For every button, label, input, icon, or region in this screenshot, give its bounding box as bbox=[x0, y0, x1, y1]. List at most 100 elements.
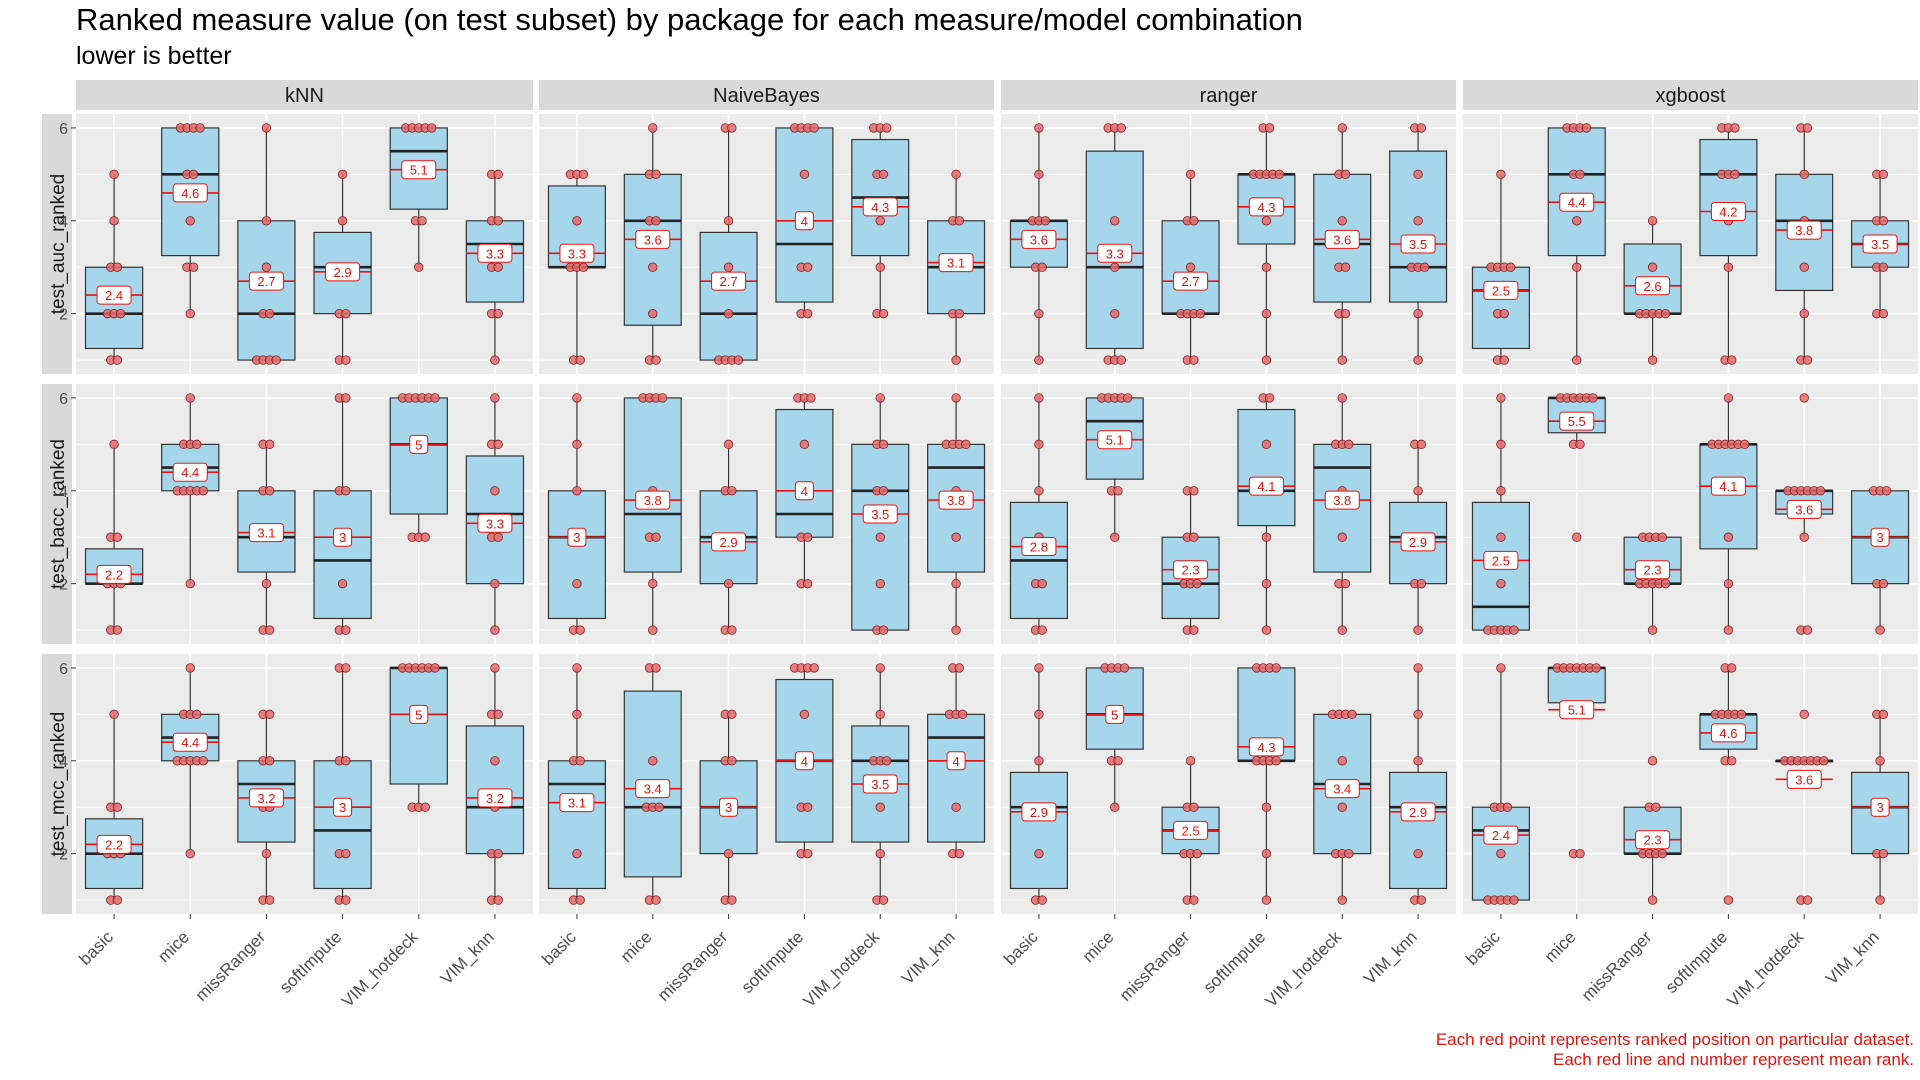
data-point bbox=[1878, 848, 1889, 859]
data-point bbox=[1875, 895, 1885, 905]
mean-label-box bbox=[96, 834, 132, 854]
data-point bbox=[1189, 802, 1199, 812]
data-point bbox=[723, 848, 734, 859]
data-point bbox=[1730, 123, 1740, 133]
data-point bbox=[1261, 895, 1272, 905]
data-point bbox=[727, 756, 737, 766]
box-VIM_hotdeck: 3.8 bbox=[1313, 393, 1372, 635]
data-point bbox=[188, 262, 199, 272]
mean-label-box bbox=[1635, 830, 1671, 850]
box-rect bbox=[547, 760, 606, 890]
mean-label: 4.3 bbox=[871, 200, 889, 215]
mean-label-box bbox=[1021, 802, 1057, 822]
box-VIM_knn: 3.8 bbox=[927, 393, 986, 635]
mean-label: 3.1 bbox=[947, 256, 965, 271]
data-point bbox=[1337, 756, 1347, 766]
data-point bbox=[1572, 216, 1582, 226]
mean-label: 5.1 bbox=[410, 163, 428, 178]
data-point bbox=[1647, 756, 1658, 766]
x-tick-label: basic bbox=[1462, 927, 1504, 969]
data-point bbox=[1413, 486, 1423, 496]
data-point bbox=[951, 532, 961, 542]
column-strip bbox=[539, 80, 994, 110]
mean-label-box bbox=[635, 779, 671, 799]
data-point bbox=[1647, 895, 1658, 905]
mean-label-box bbox=[1483, 550, 1519, 570]
mean-label-box bbox=[96, 564, 132, 584]
box-mice: 5.1 bbox=[1547, 663, 1606, 859]
data-point bbox=[188, 169, 199, 180]
data-point bbox=[261, 123, 272, 133]
data-point bbox=[417, 216, 427, 226]
data-point bbox=[1189, 895, 1199, 905]
data-point bbox=[727, 895, 737, 905]
data-point bbox=[875, 709, 885, 720]
data-point bbox=[414, 262, 424, 272]
box-missRanger: 2.7 bbox=[699, 123, 758, 365]
mean-label: 5 bbox=[415, 437, 422, 452]
mean-label-box bbox=[1483, 280, 1519, 300]
panel-background bbox=[76, 654, 533, 914]
row-strip bbox=[42, 384, 72, 644]
data-point bbox=[572, 578, 582, 589]
box-missRanger: 3 bbox=[699, 709, 758, 905]
box-rect bbox=[1471, 266, 1530, 350]
mean-label: 3 bbox=[339, 800, 346, 815]
box-missRanger: 3.1 bbox=[237, 439, 296, 635]
data-point bbox=[951, 625, 961, 635]
data-point bbox=[271, 355, 281, 365]
mean-label-box bbox=[477, 513, 513, 533]
box-rect bbox=[84, 266, 144, 350]
data-point bbox=[878, 308, 889, 319]
mean-label-box bbox=[1870, 797, 1890, 817]
data-point bbox=[109, 439, 119, 450]
box-VIM_hotdeck: 3.4 bbox=[1313, 709, 1372, 905]
box-rect bbox=[313, 760, 372, 890]
data-point bbox=[490, 393, 500, 403]
data-point bbox=[1502, 802, 1513, 812]
box-missRanger: 3.2 bbox=[237, 709, 296, 905]
data-point bbox=[1413, 355, 1423, 365]
box-rect bbox=[1389, 771, 1448, 890]
box-softImpute: 4.3 bbox=[1237, 663, 1296, 905]
data-point bbox=[264, 308, 275, 319]
data-point bbox=[341, 308, 351, 319]
x-tick-label: softImpute bbox=[738, 927, 808, 997]
box-VIM_knn: 4 bbox=[927, 663, 986, 859]
data-point bbox=[1037, 625, 1047, 635]
panel-background bbox=[1001, 654, 1456, 914]
data-point bbox=[1878, 308, 1889, 319]
data-point bbox=[575, 756, 585, 766]
data-point bbox=[1878, 169, 1889, 180]
x-tick-label: VIM_hotdeck bbox=[1723, 927, 1807, 1011]
mean-label: 4.4 bbox=[181, 465, 199, 480]
mean-label-box bbox=[1559, 192, 1595, 212]
data-point bbox=[875, 848, 885, 859]
data-point bbox=[1189, 486, 1199, 496]
data-point bbox=[648, 756, 658, 766]
data-point bbox=[809, 663, 819, 673]
mean-label-box bbox=[794, 751, 814, 771]
mean-label-box bbox=[1173, 560, 1209, 580]
mean-label-box bbox=[1710, 723, 1746, 743]
data-point bbox=[575, 355, 585, 365]
panel: 2.9 5 2.5 4.3 3.4 2.9 bbox=[1001, 654, 1456, 914]
mean-label: 4.4 bbox=[181, 735, 199, 750]
mean-label: 3.6 bbox=[1795, 772, 1813, 787]
mean-label: 2.3 bbox=[1182, 563, 1200, 578]
data-point bbox=[651, 532, 661, 542]
data-point bbox=[1802, 895, 1813, 905]
data-point bbox=[1113, 486, 1123, 496]
mean-label-box bbox=[1021, 229, 1057, 249]
box-VIM_knn: 2.9 bbox=[1389, 663, 1448, 905]
data-point bbox=[427, 123, 437, 133]
mean-label: 3 bbox=[1876, 530, 1883, 545]
data-point bbox=[648, 578, 658, 589]
data-point bbox=[1591, 663, 1601, 673]
mean-label: 5.1 bbox=[1568, 703, 1586, 718]
data-point bbox=[264, 709, 275, 720]
data-point bbox=[1413, 663, 1423, 673]
data-point bbox=[112, 532, 123, 542]
box-softImpute: 4.1 bbox=[1699, 393, 1758, 635]
